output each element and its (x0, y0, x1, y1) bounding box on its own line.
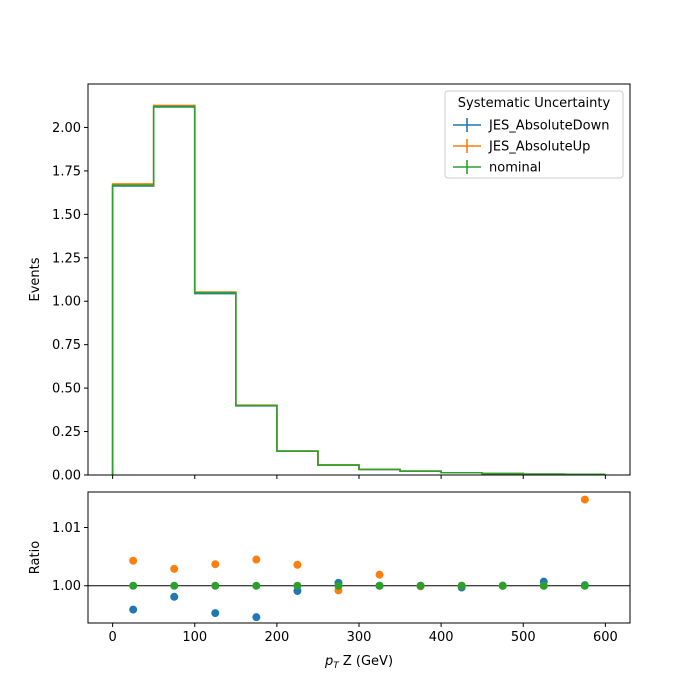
main-y-tick-label: 0.00 (52, 469, 81, 484)
x-tick-label: 200 (264, 630, 289, 645)
main-y-tick-label: 0.25 (52, 425, 81, 440)
ratio-point (376, 571, 384, 579)
legend[interactable]: Systematic Uncertainty JES_AbsoluteDown J… (445, 91, 623, 178)
ratio-point (499, 582, 507, 590)
main-y-tick-label: 0.50 (52, 382, 81, 397)
ratio-point (581, 496, 589, 504)
main-y-tick-label: 1.00 (52, 295, 81, 310)
ratio-point (376, 582, 384, 590)
legend-label: JES_AbsoluteUp (488, 140, 590, 155)
ratio-point (170, 582, 178, 590)
ratio-point (334, 582, 342, 590)
main-y-tick-label: 1.25 (52, 251, 81, 266)
ratio-point (211, 560, 219, 568)
x-tick-label: 100 (182, 630, 207, 645)
x-tick-label: 0 (108, 630, 116, 645)
ratio-point (458, 582, 466, 590)
x-tick-label: 300 (347, 630, 372, 645)
ratio-point (540, 582, 548, 590)
legend-title: Systematic Uncertainty (458, 96, 611, 111)
ratio-y-tick-label: 1.00 (52, 579, 81, 594)
ratio-point (211, 582, 219, 590)
ratio-point (170, 593, 178, 601)
ratio-point (252, 556, 260, 564)
ratio-point (170, 565, 178, 573)
ratio-point (581, 582, 589, 590)
x-tick-label: 600 (593, 630, 618, 645)
ratio-point (293, 582, 301, 590)
ratio-point (417, 582, 425, 590)
ratio-point (129, 557, 137, 565)
main-y-tick-label: 1.75 (52, 164, 81, 179)
main-y-tick-label: 1.50 (52, 208, 81, 223)
ratio-point (129, 582, 137, 590)
legend-item-nominal[interactable]: nominal (453, 160, 541, 176)
ratio-point (211, 609, 219, 617)
ratio-point (293, 561, 301, 569)
ratio-y-axis-label: Ratio (28, 541, 43, 574)
legend-label: JES_AbsoluteDown (488, 119, 609, 134)
ratio-point (252, 582, 260, 590)
main-y-tick-label: 0.75 (52, 338, 81, 353)
main-y-axis-label: Events (28, 257, 43, 301)
ratio-point (252, 613, 260, 621)
ratio-point (129, 606, 137, 614)
x-tick-label: 400 (429, 630, 454, 645)
x-tick-label: 500 (511, 630, 536, 645)
ratio-y-tick-label: 1.01 (52, 521, 81, 536)
legend-label: nominal (489, 161, 541, 176)
main-y-tick-label: 2.00 (52, 121, 81, 136)
